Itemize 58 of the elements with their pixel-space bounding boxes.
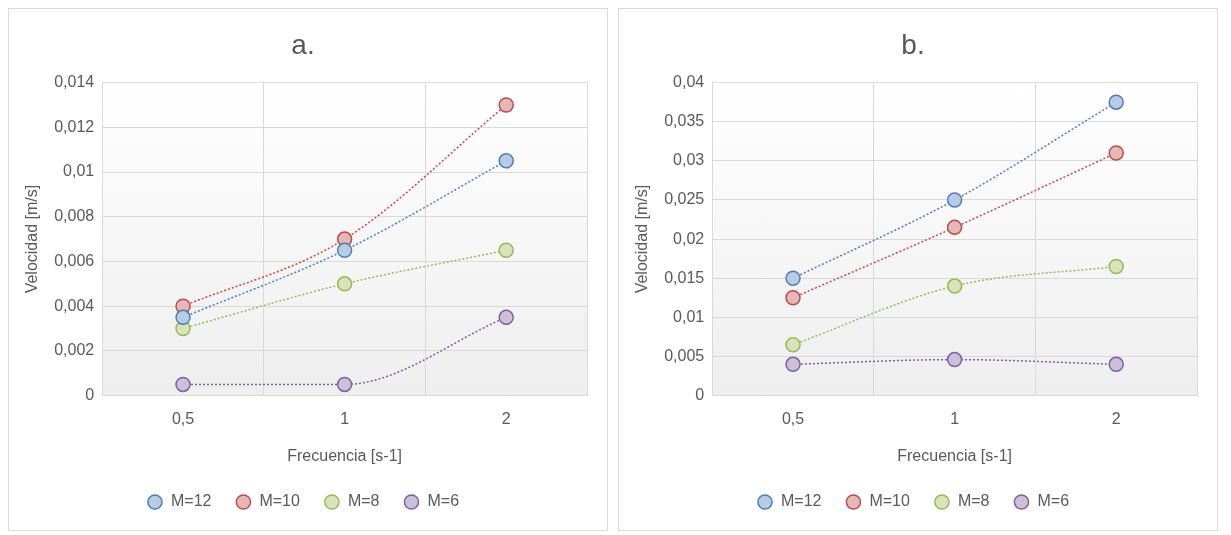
y-tick-label: 0,035 [664, 112, 705, 130]
point [785, 270, 801, 286]
chart-title: b. [901, 28, 925, 60]
x-tick-label: 2 [1111, 409, 1121, 427]
x-tick-label: 1 [340, 409, 350, 427]
point [336, 276, 353, 292]
point [946, 278, 963, 294]
point [175, 376, 191, 393]
point [1108, 145, 1124, 161]
point [498, 309, 514, 326]
point [498, 97, 514, 113]
legend-label: M=12 [780, 492, 822, 510]
y-tick-label: 0,008 [54, 207, 95, 225]
point [946, 219, 963, 236]
y-axis-title: Velocidad [m/s] [23, 184, 41, 294]
y-tick-label: 0,014 [54, 73, 95, 91]
point [1108, 94, 1124, 110]
y-axis-title: Velocidad [m/s] [633, 184, 651, 294]
point [946, 351, 963, 368]
point [1108, 258, 1124, 275]
y-tick-label: 0 [85, 386, 95, 404]
legend-label: M=10 [259, 492, 300, 510]
y-tick-label: 0,006 [54, 251, 95, 269]
y-tick-label: 0,03 [673, 151, 705, 169]
point [336, 376, 353, 393]
point [785, 356, 801, 373]
legend-label: M=8 [957, 492, 990, 510]
point [946, 192, 963, 208]
y-tick-label: 0,002 [54, 341, 95, 359]
x-tick-label: 0,5 [171, 409, 195, 427]
point [785, 336, 801, 353]
legend-label: M=8 [347, 492, 380, 510]
legend-label: M=10 [869, 492, 910, 510]
legend-label: M=6 [1037, 492, 1070, 510]
y-tick-label: 0,015 [664, 268, 705, 286]
legend-label: M=6 [427, 492, 460, 510]
y-tick-label: 0,025 [664, 190, 705, 208]
point [175, 309, 191, 326]
point [785, 290, 801, 306]
y-tick-label: 0 [695, 386, 705, 404]
x-tick-label: 0,5 [781, 409, 805, 427]
y-tick-label: 0,02 [673, 229, 705, 247]
chart-title: a. [291, 28, 315, 60]
point [498, 242, 514, 259]
y-tick-label: 0,01 [673, 307, 705, 325]
y-tick-label: 0,004 [54, 296, 95, 314]
y-tick-label: 0,01 [63, 162, 95, 180]
y-tick-label: 0,005 [664, 346, 705, 364]
point [336, 242, 353, 259]
legend-label: M=12 [170, 492, 212, 510]
y-tick-label: 0,012 [54, 117, 95, 135]
x-tick-label: 2 [501, 409, 511, 427]
x-axis-title: Frecuencia [s-1] [897, 446, 1012, 464]
x-tick-label: 1 [950, 409, 960, 427]
point [498, 153, 514, 169]
point [1108, 356, 1124, 373]
x-axis-title: Frecuencia [s-1] [287, 446, 402, 464]
y-tick-label: 0,04 [673, 73, 705, 91]
